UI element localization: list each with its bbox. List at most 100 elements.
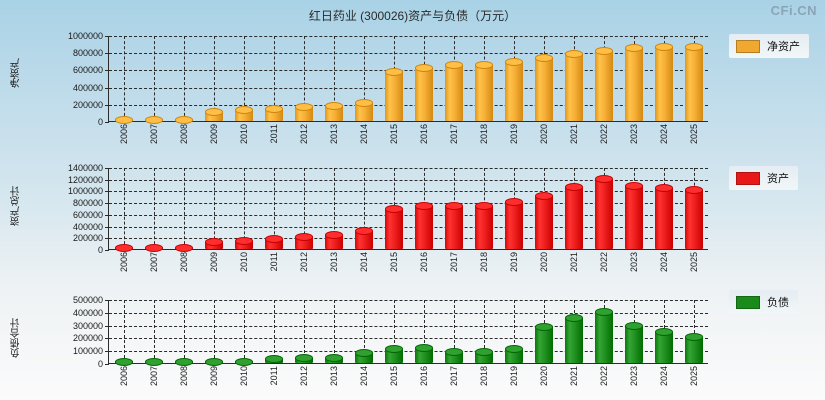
bar-total-assets-2018 bbox=[474, 201, 494, 249]
y-axis-tick-label: 1000000 bbox=[67, 186, 103, 197]
bar-cap bbox=[414, 64, 434, 73]
bar-total-liabilities-2024 bbox=[654, 328, 674, 363]
bar-cap bbox=[264, 354, 284, 363]
bar-cap bbox=[414, 344, 434, 352]
bar-cap bbox=[504, 344, 524, 353]
x-axis-tick-label: 2009 bbox=[209, 252, 219, 273]
bar-total-liabilities-2020 bbox=[534, 322, 554, 363]
y-axis-tick-mark bbox=[105, 203, 109, 205]
bar-cap bbox=[444, 347, 464, 356]
bar-cap bbox=[474, 60, 494, 69]
x-axis-tick-label: 2018 bbox=[479, 366, 489, 387]
bar-total-assets-2023 bbox=[624, 182, 644, 249]
bar-cap bbox=[204, 358, 224, 366]
legend-total-liabilities[interactable]: 负债 bbox=[729, 290, 798, 314]
bar-total-assets-2024 bbox=[654, 183, 674, 249]
bar-total-assets-2012 bbox=[294, 233, 314, 249]
x-axis-tick-label: 2011 bbox=[269, 366, 279, 386]
x-axis-tick-label: 2020 bbox=[539, 366, 549, 387]
x-axis-tick-label: 2016 bbox=[419, 366, 429, 387]
x-axis-tick-label: 2024 bbox=[659, 124, 669, 145]
y-axis-tick-mark bbox=[105, 53, 109, 55]
bar-cap bbox=[354, 98, 374, 107]
bar-cap bbox=[624, 322, 644, 331]
y-axis-title-net-assets: 净资产 bbox=[11, 58, 22, 88]
bar-total-assets-2014 bbox=[354, 227, 374, 249]
bar-cap bbox=[354, 227, 374, 236]
y-axis-tick-label: 1000000 bbox=[67, 31, 103, 41]
y-axis-tick-label: 100000 bbox=[72, 346, 103, 357]
x-axis-tick-label: 2025 bbox=[689, 124, 699, 145]
bar-total-liabilities-2017 bbox=[444, 347, 464, 363]
x-axis-tick-label: 2013 bbox=[329, 252, 339, 273]
bar-total-assets-2007 bbox=[144, 244, 164, 252]
bar-total-liabilities-2007 bbox=[144, 358, 164, 366]
x-axis-tick-label: 2010 bbox=[239, 366, 249, 387]
bar-cap bbox=[114, 116, 134, 124]
y-axis-tick-mark bbox=[105, 238, 109, 240]
bar-cap bbox=[594, 174, 614, 183]
y-axis-tick-label: 400000 bbox=[72, 82, 103, 93]
x-axis-tick-label: 2012 bbox=[299, 252, 309, 273]
watermark: CFi.CN bbox=[770, 3, 817, 18]
y-axis-tick-mark bbox=[105, 104, 109, 106]
bar-total-liabilities-2015 bbox=[384, 345, 404, 363]
y-axis-tick-label: 600000 bbox=[72, 209, 103, 220]
y-axis-tick-label: 300000 bbox=[72, 320, 103, 331]
x-axis-tick-label: 2023 bbox=[629, 366, 639, 387]
gridline-horizontal bbox=[109, 70, 708, 72]
y-axis-tick-label: 200000 bbox=[72, 233, 103, 244]
x-axis-tick-label: 2019 bbox=[509, 124, 519, 145]
bar-total-liabilities-2009 bbox=[204, 358, 224, 366]
gridline-horizontal bbox=[109, 214, 708, 216]
bar-total-liabilities-2018 bbox=[474, 348, 494, 363]
bar-cap bbox=[144, 244, 164, 252]
bar-cap bbox=[384, 68, 404, 77]
bar-cap bbox=[264, 105, 284, 114]
bar-cap bbox=[324, 102, 344, 111]
gridline-horizontal bbox=[109, 36, 708, 37]
x-axis-tick-label: 2007 bbox=[149, 252, 159, 273]
gridline-vertical bbox=[154, 168, 155, 249]
legend-label: 净资产 bbox=[767, 41, 800, 53]
legend-net-assets[interactable]: 净资产 bbox=[729, 34, 809, 58]
gridline-vertical bbox=[184, 300, 185, 363]
bar-net-assets-2025 bbox=[684, 43, 704, 121]
bar-cap bbox=[294, 354, 314, 363]
bar-cap bbox=[294, 102, 314, 111]
y-axis-tick-label: 1400000 bbox=[67, 163, 103, 173]
gridline-horizontal bbox=[109, 300, 708, 301]
x-axis-tick-label: 2014 bbox=[359, 252, 369, 273]
x-axis-tick-label: 2006 bbox=[119, 366, 129, 387]
bar-cap bbox=[624, 43, 644, 52]
x-axis-tick-label: 2015 bbox=[389, 124, 399, 145]
gridline-vertical bbox=[124, 36, 125, 121]
y-axis-tick-label: 600000 bbox=[72, 65, 103, 76]
legend-label: 资产 bbox=[767, 173, 789, 185]
y-axis-tick-mark bbox=[105, 250, 109, 251]
bar-cap bbox=[594, 307, 614, 316]
bar-total-assets-2017 bbox=[444, 201, 464, 249]
x-axis-tick-label: 2010 bbox=[239, 252, 249, 273]
gridline-horizontal bbox=[109, 351, 708, 353]
x-axis-tick-label: 2009 bbox=[209, 366, 219, 387]
bar-cap bbox=[144, 116, 164, 124]
bar-net-assets-2012 bbox=[294, 102, 314, 121]
chart-title: 红日药业 (300026)资产与负债（万元） bbox=[308, 9, 517, 23]
x-axis-tick-label: 2007 bbox=[149, 366, 159, 387]
y-axis-title-total-liabilities: 负债合计 bbox=[11, 318, 22, 358]
bar-cap bbox=[174, 358, 194, 366]
bar-total-liabilities-2014 bbox=[354, 349, 374, 363]
bar-cap bbox=[294, 233, 314, 242]
x-axis-tick-label: 2017 bbox=[449, 252, 459, 273]
bar-cap bbox=[444, 61, 464, 70]
legend-total-assets[interactable]: 资产 bbox=[729, 166, 798, 190]
bar-total-assets-2016 bbox=[414, 201, 434, 249]
bar-cap bbox=[354, 349, 374, 358]
gridline-horizontal bbox=[109, 104, 708, 106]
gridline-horizontal bbox=[109, 226, 708, 228]
bar-cap bbox=[654, 328, 674, 336]
x-axis-tick-label: 2025 bbox=[689, 366, 699, 387]
bar-cap bbox=[234, 236, 254, 245]
